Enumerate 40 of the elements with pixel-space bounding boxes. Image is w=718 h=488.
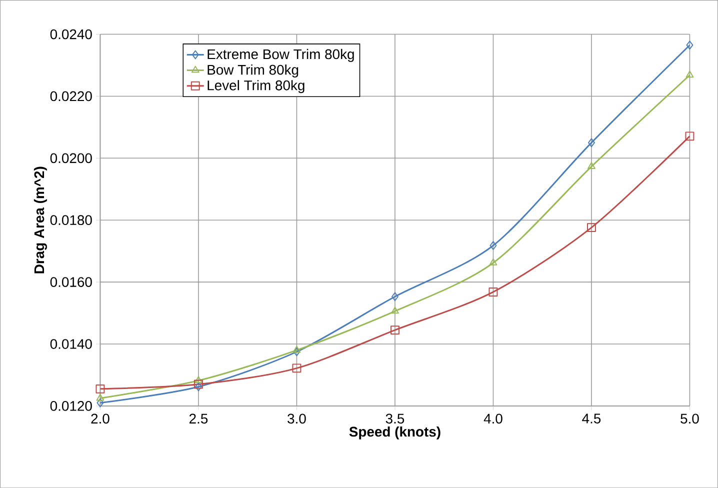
point	[686, 70, 694, 78]
point	[292, 346, 301, 353]
x-tick-label: 4.5	[582, 414, 601, 424]
point	[488, 287, 498, 296]
point	[390, 325, 400, 334]
point	[96, 384, 105, 394]
y-tick-label: 0.0180	[50, 215, 92, 225]
point	[588, 162, 596, 169]
x-axis-title: Speed (knots)	[349, 426, 440, 440]
point	[686, 40, 694, 50]
y-tick-label: 0.0240	[50, 29, 92, 40]
point	[588, 138, 595, 148]
y-tick-label: 0.0120	[50, 400, 92, 411]
y-tick-label: 0.0160	[50, 277, 92, 287]
point	[391, 306, 399, 314]
legend-label: Extreme Bow Trim 80kg	[208, 48, 354, 62]
point	[96, 398, 104, 408]
point	[586, 222, 596, 232]
x-tick-label: 2.5	[189, 414, 208, 424]
point	[96, 394, 104, 401]
y-axis-title: Drag Area (m^2)	[34, 166, 47, 274]
y-tick-label: 0.0140	[50, 338, 92, 349]
y-tick-label: 0.0220	[50, 91, 92, 102]
x-tick-label: 3.0	[288, 414, 306, 424]
x-tick-label: 3.5	[386, 414, 404, 424]
x-tick-label: 5.0	[680, 414, 699, 424]
y-tick-label: 0.0200	[50, 153, 92, 164]
point	[685, 132, 694, 141]
point	[194, 382, 202, 392]
point	[194, 380, 203, 389]
point	[391, 292, 398, 302]
legend-label: Bow Trim 80kg	[208, 64, 298, 78]
legend-label: Level Trim 80kg	[208, 80, 304, 93]
point	[489, 258, 498, 266]
point	[293, 347, 300, 356]
x-tick-label: 2.0	[91, 414, 110, 424]
x-tick-label: 4.0	[484, 414, 502, 424]
point	[292, 364, 302, 373]
point	[490, 240, 497, 250]
point	[194, 376, 202, 383]
